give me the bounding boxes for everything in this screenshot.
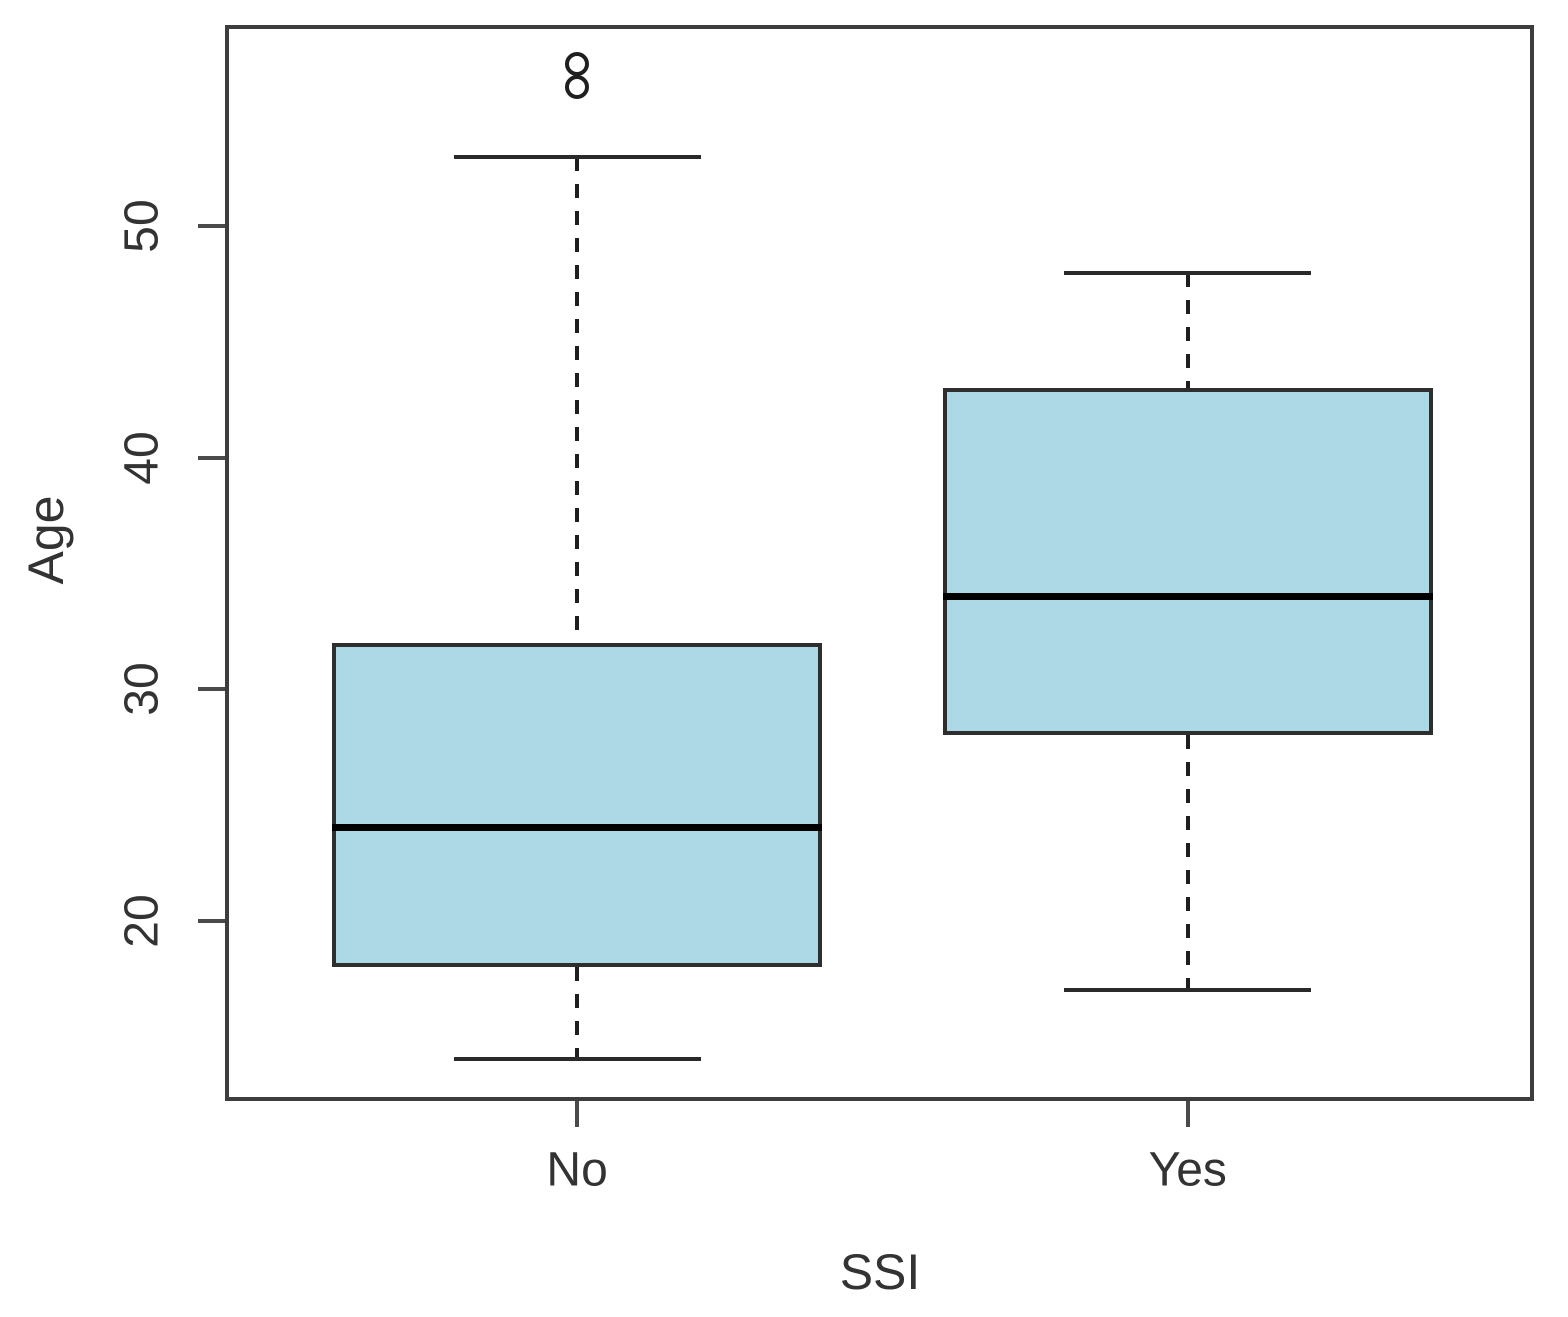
x-axis-tick-label-yes: Yes: [1148, 1143, 1227, 1197]
lower-whisker-cap-no: [453, 1057, 701, 1062]
y-axis-tick-label: 20: [115, 893, 169, 948]
upper-whisker-no: [575, 156, 580, 643]
median-line-no: [332, 824, 823, 832]
y-axis-tick-label: 50: [115, 199, 169, 254]
y-axis-tick-mark: [198, 918, 225, 923]
y-axis-tick-label: 40: [115, 431, 169, 485]
upper-whisker-cap-yes: [1064, 270, 1312, 275]
y-axis-title: Age: [18, 495, 74, 585]
median-line-yes: [942, 593, 1433, 601]
upper-whisker-yes: [1185, 272, 1190, 389]
y-axis-tick-mark: [198, 224, 225, 229]
lower-whisker-cap-yes: [1064, 987, 1312, 992]
lower-whisker-no: [575, 966, 580, 1060]
y-axis-tick-mark: [198, 687, 225, 692]
x-axis-tick-label-no: No: [546, 1143, 608, 1197]
iqr-box-no: [332, 642, 823, 967]
outlier-point-no: [565, 52, 590, 77]
x-axis-tick-mark-no: [575, 1101, 580, 1127]
iqr-box-yes: [942, 388, 1433, 736]
y-axis-tick-mark: [198, 455, 225, 460]
lower-whisker-yes: [1185, 735, 1190, 990]
y-axis-tick-label: 30: [115, 662, 169, 716]
upper-whisker-cap-no: [453, 154, 701, 159]
x-axis-title: SSI: [839, 1244, 921, 1300]
outlier-point-no: [565, 75, 590, 100]
x-axis-tick-mark-yes: [1185, 1101, 1190, 1127]
